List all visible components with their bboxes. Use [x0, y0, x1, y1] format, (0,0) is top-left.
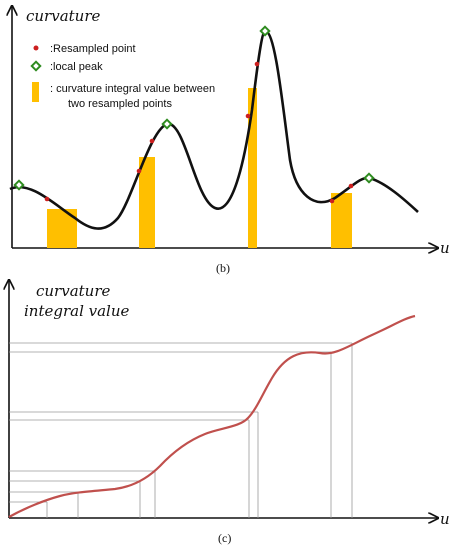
resampled-point: [44, 196, 50, 202]
legend-peak-label: :local peak: [50, 61, 103, 73]
panel-b: curvature u :Resampled point :local peak: [10, 6, 450, 275]
panel-c-caption: (c): [218, 531, 231, 545]
vertical-guides: [46, 343, 353, 518]
resampled-point: [329, 198, 335, 204]
panel-c-ylabel-line2: integral value: [24, 302, 130, 320]
resampled-point: [348, 183, 354, 189]
resampled-point: [245, 113, 251, 119]
panel-b-xlabel: u: [440, 239, 450, 257]
integral-bar-4: [331, 193, 352, 248]
legend-resampled-label: :Resampled point: [50, 43, 136, 55]
legend-peak-icon: [30, 60, 42, 72]
resampled-point: [254, 61, 260, 67]
legend-resampled-icon: [33, 45, 39, 51]
integral-bar-2: [139, 157, 155, 248]
resampled-point: [136, 168, 142, 174]
legend-integral-label-1: : curvature integral value between: [50, 83, 215, 95]
integral-bar-3: [248, 88, 257, 248]
panel-c-ylabel-line1: curvature: [36, 282, 111, 300]
legend: :Resampled point :local peak : curvature…: [30, 43, 215, 110]
panel-c-xlabel: u: [440, 510, 450, 528]
panel-b-caption: (b): [216, 261, 230, 275]
panel-b-ylabel: curvature: [26, 7, 101, 25]
local-peak-marker: [161, 118, 173, 130]
integral-value-curve: [8, 314, 416, 518]
local-peak-marker: [363, 172, 375, 184]
resampled-point: [149, 138, 155, 144]
horizontal-guides: [9, 342, 352, 503]
curvature-curve: [9, 29, 419, 230]
local-peak-marker: [259, 25, 271, 37]
panel-c: curvature integral value u (c): [9, 280, 450, 545]
legend-integral-label-2: two resampled points: [68, 98, 172, 110]
legend-integral-icon: [32, 82, 39, 102]
local-peak-marker: [13, 179, 25, 191]
